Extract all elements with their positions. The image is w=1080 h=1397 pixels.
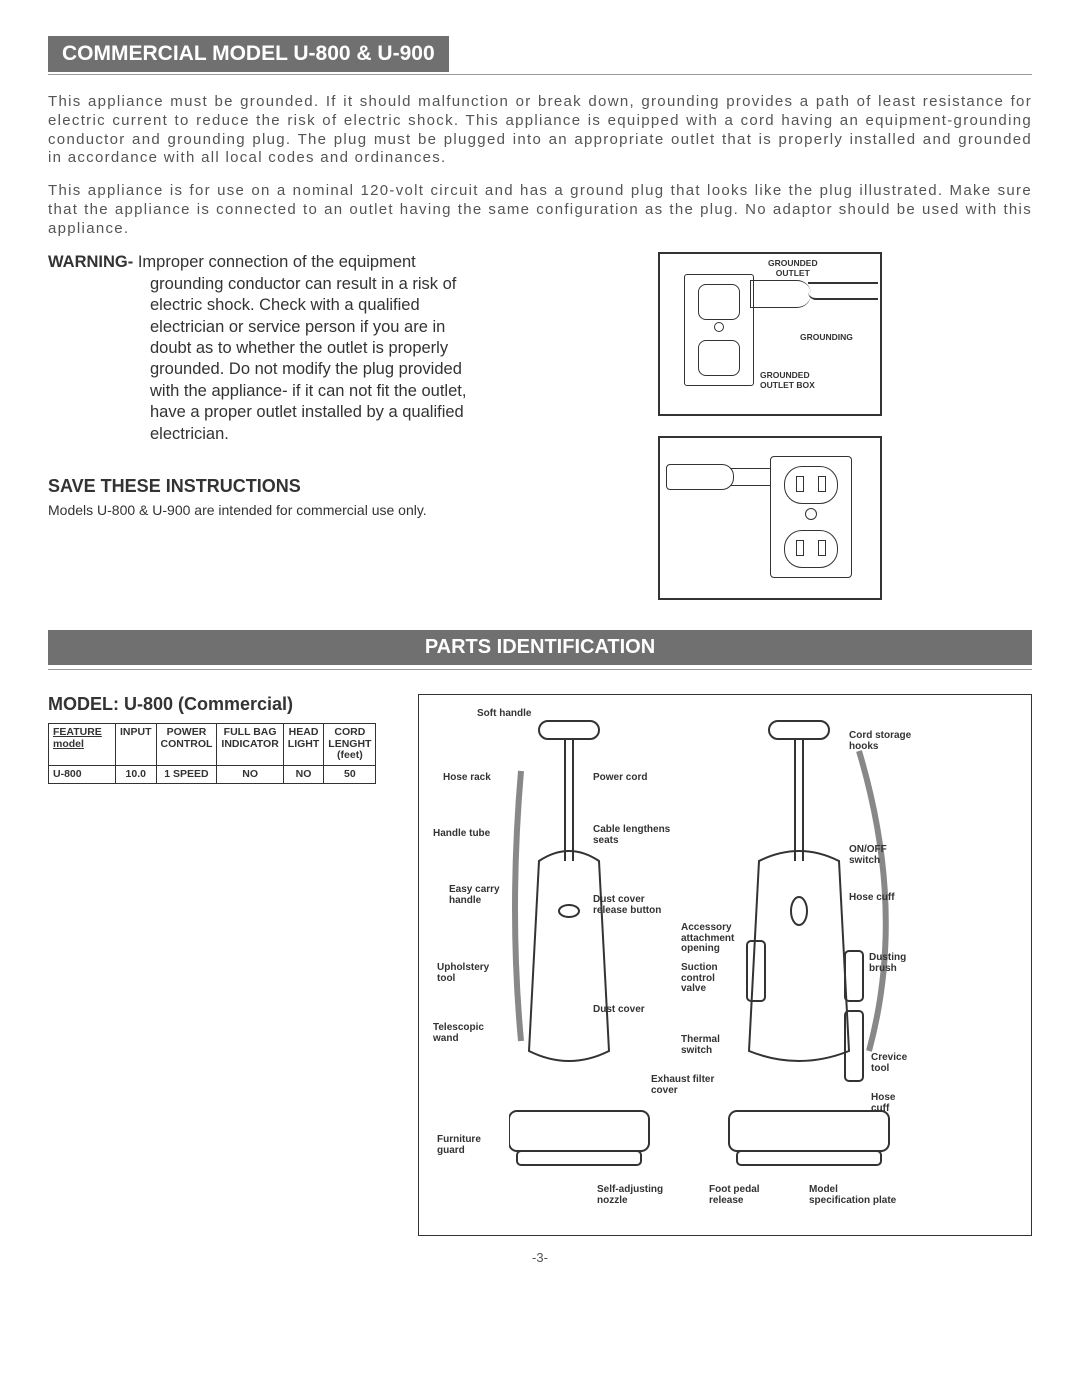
- warning-block: WARNING- Improper connection of the equi…: [48, 252, 468, 600]
- diagram-label: Furniture guard: [437, 1135, 481, 1156]
- feature-table-row: U-800 10.0 1 SPEED NO NO 50: [49, 765, 376, 784]
- diagram-label: Easy carry handle: [449, 885, 500, 906]
- vacuum-illustration: [509, 711, 919, 1211]
- warning-label: WARNING-: [48, 253, 133, 271]
- save-instructions-sub: Models U-800 & U-900 are intended for co…: [48, 501, 468, 519]
- grounding-paragraph-1: This appliance must be grounded. If it s…: [48, 93, 1032, 168]
- parts-diagram: Soft handle Hose rack Handle tube Easy carr…: [418, 694, 1032, 1236]
- diagram-label: Telescopic wand: [433, 1023, 484, 1044]
- diagram-label: Hose cuff: [849, 893, 895, 904]
- diagram-label: Foot pedal release: [709, 1185, 760, 1206]
- feature-table: FEATURE model INPUT POWER CONTROL FULL B…: [48, 723, 376, 784]
- th-headlight: HEAD LIGHT: [283, 724, 324, 766]
- feature-table-header-row: FEATURE model INPUT POWER CONTROL FULL B…: [49, 724, 376, 766]
- diagram-label: Hose rack: [443, 773, 491, 784]
- plug-illustrations: GROUNDED OUTLET GROUNDING GROUNDED OUTLE…: [508, 252, 1032, 600]
- th-power: POWER CONTROL: [156, 724, 217, 766]
- diagram-label: Accessory attachment opening: [681, 923, 734, 955]
- model-heading: MODEL: U-800 (Commercial): [48, 694, 398, 715]
- parts-id-band: PARTS IDENTIFICATION: [48, 630, 1032, 665]
- td-power: 1 SPEED: [156, 765, 217, 784]
- diagram-label: Model specification plate: [809, 1185, 896, 1206]
- td-headlight: NO: [283, 765, 324, 784]
- diagram-label: Soft handle: [477, 709, 531, 720]
- save-instructions-heading: SAVE THESE INSTRUCTIONS: [48, 475, 468, 498]
- th-cord: CORD LENGHT (feet): [324, 724, 376, 766]
- label-grounding: GROUNDING: [800, 332, 853, 342]
- label-grounded-outlet-box: GROUNDED OUTLET BOX: [760, 370, 815, 390]
- plug-diagram-bottom: [658, 436, 882, 600]
- page-number: -3-: [48, 1250, 1032, 1265]
- warning-first-line: Improper connection of the equipment: [138, 253, 416, 271]
- diagram-label: Crevice tool: [871, 1053, 907, 1074]
- diagram-label: Dust cover release button: [593, 895, 661, 916]
- diagram-label: Dusting brush: [869, 953, 906, 974]
- th-input: INPUT: [116, 724, 157, 766]
- diagram-label: Cable lengthens seats: [593, 825, 670, 846]
- td-input: 10.0: [116, 765, 157, 784]
- td-model: U-800: [49, 765, 116, 784]
- warning-body: grounding conductor can result in a risk…: [150, 274, 468, 446]
- diagram-label: Exhaust filter cover: [651, 1075, 714, 1096]
- title-rule: [48, 74, 1032, 75]
- plug-diagram-top: GROUNDED OUTLET GROUNDING GROUNDED OUTLE…: [658, 252, 882, 416]
- diagram-label: ON/OFF switch: [849, 845, 887, 866]
- diagram-label: Handle tube: [433, 829, 490, 840]
- diagram-label: Dust cover: [593, 1005, 645, 1016]
- diagram-label: Suction control valve: [681, 963, 718, 995]
- label-grounded-outlet: GROUNDED OUTLET: [768, 258, 818, 278]
- diagram-label: Power cord: [593, 773, 647, 784]
- td-fullbag: NO: [217, 765, 283, 784]
- th-fullbag: FULL BAG INDICATOR: [217, 724, 283, 766]
- td-cord: 50: [324, 765, 376, 784]
- th-feature: FEATURE model: [53, 726, 102, 750]
- diagram-label: Self-adjusting nozzle: [597, 1185, 663, 1206]
- page-title-band: COMMERCIAL MODEL U-800 & U-900: [48, 36, 449, 72]
- parts-id-rule: [48, 669, 1032, 670]
- diagram-label: Hose cuff: [871, 1093, 895, 1114]
- diagram-label: Upholstery tool: [437, 963, 489, 984]
- grounding-paragraph-2: This appliance is for use on a nominal 1…: [48, 182, 1032, 238]
- diagram-label: Thermal switch: [681, 1035, 720, 1056]
- diagram-label: Cord storage hooks: [849, 731, 911, 752]
